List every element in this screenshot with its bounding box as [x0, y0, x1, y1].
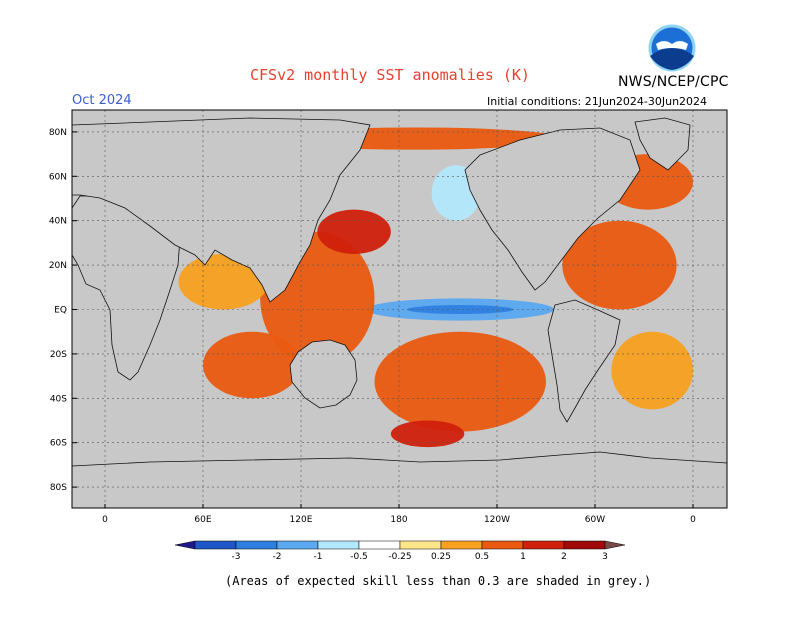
skill-footnote: (Areas of expected skill less than 0.3 a… [225, 574, 652, 588]
anomaly-region [317, 209, 391, 254]
x-tick-label: 0 [102, 515, 108, 525]
colorbar-swatch [276, 540, 319, 550]
anomaly-region [178, 254, 269, 310]
forecast-month: Oct 2024 [72, 93, 132, 108]
longitude-tick-labels: 0 60E 120E 180 120W 60W 0 [102, 504, 696, 525]
anomaly-region [562, 220, 677, 310]
y-tick-label: 60N [49, 172, 67, 182]
colorbar-tick-label: -2 [273, 552, 282, 562]
anomaly-region [202, 331, 301, 399]
y-tick-label: 40N [49, 217, 67, 227]
anomaly-region [390, 420, 465, 448]
colorbar-swatch [235, 540, 278, 550]
colorbar-max-arrow [604, 540, 626, 550]
initial-conditions: Initial conditions: 21Jun2024-30Jun2024 [487, 95, 708, 108]
colorbar-swatch [440, 540, 483, 550]
colorbar-swatch [563, 540, 606, 550]
y-tick-label: 20S [50, 350, 67, 360]
colorbar-swatch [481, 540, 524, 550]
anomaly-region [611, 331, 693, 410]
y-tick-label: EQ [54, 306, 67, 316]
chart-title: CFSv2 monthly SST anomalies (K) [250, 66, 530, 84]
y-tick-label: 20N [49, 261, 67, 271]
colorbar-swatch [399, 540, 442, 550]
colorbar-swatch [358, 540, 401, 550]
colorbar-tick-label: 2 [561, 552, 567, 562]
y-tick-label: 80S [50, 483, 67, 493]
latitude-tick-labels: 80N 60N 40N 20N EQ 20S 40S 60S 80S [49, 128, 77, 493]
x-tick-label: 180 [390, 515, 407, 525]
lat-lon-grid [72, 110, 727, 508]
anomaly-field [178, 127, 693, 448]
y-tick-label: 60S [50, 439, 67, 449]
colorbar-swatch [522, 540, 565, 550]
colorbar-tick-label: 0.25 [431, 552, 451, 562]
colorbar-min-arrow [174, 540, 196, 550]
colorbar-tick-label: 3 [602, 552, 608, 562]
colorbar-tick-label: 1 [520, 552, 526, 562]
y-tick-label: 80N [49, 128, 67, 138]
anomaly-region [374, 331, 546, 432]
x-tick-label: 120E [290, 515, 313, 525]
x-tick-label: 60W [585, 515, 605, 525]
colorbar-swatch [317, 540, 360, 550]
agency-label: NWS/NCEP/CPC [618, 74, 729, 90]
noaa-logo-icon [648, 24, 696, 72]
y-tick-label: 40S [50, 394, 67, 404]
x-tick-label: 0 [690, 515, 696, 525]
anomaly-region [407, 305, 514, 314]
colorbar-tick-label: -1 [314, 552, 323, 562]
colorbar-tick-label: -0.5 [350, 552, 368, 562]
x-tick-label: 60E [194, 515, 211, 525]
colorbar-swatch [194, 540, 237, 550]
x-tick-label: 120W [484, 515, 510, 525]
colorbar-tick-label: -0.25 [388, 552, 411, 562]
colorbar-tick-label: 0.5 [475, 552, 489, 562]
land-masses [72, 117, 727, 508]
colorbar-tick-label: -3 [232, 552, 241, 562]
colorbar: -3 -2 -1 -0.5 -0.25 0.25 0.5 1 2 3 [174, 540, 626, 562]
